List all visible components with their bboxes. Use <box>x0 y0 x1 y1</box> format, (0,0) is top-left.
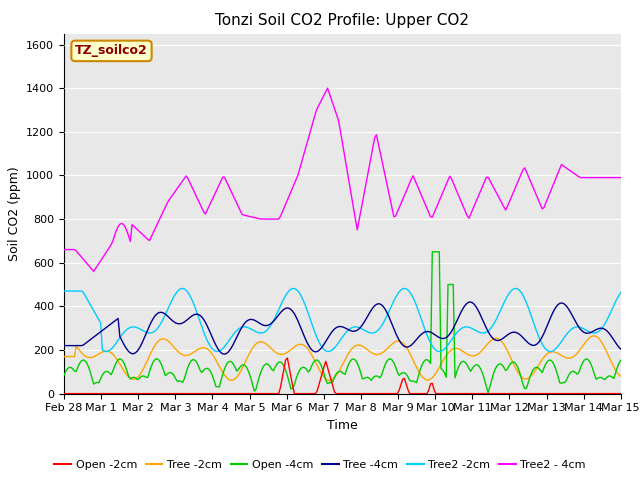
Y-axis label: Soil CO2 (ppm): Soil CO2 (ppm) <box>8 166 20 261</box>
X-axis label: Time: Time <box>327 419 358 432</box>
Legend: Open -2cm, Tree -2cm, Open -4cm, Tree -4cm, Tree2 -2cm, Tree2 - 4cm: Open -2cm, Tree -2cm, Open -4cm, Tree -4… <box>50 456 590 474</box>
Text: TZ_soilco2: TZ_soilco2 <box>75 44 148 58</box>
Title: Tonzi Soil CO2 Profile: Upper CO2: Tonzi Soil CO2 Profile: Upper CO2 <box>216 13 469 28</box>
